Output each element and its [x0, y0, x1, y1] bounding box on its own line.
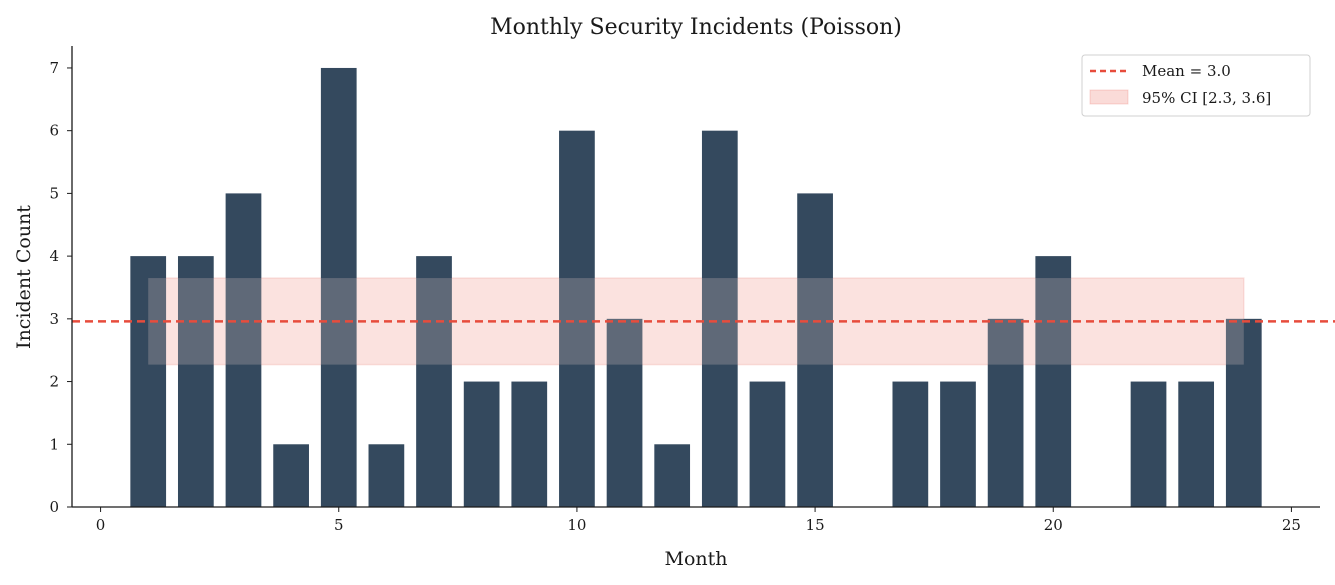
legend-ci-label: 95% CI [2.3, 3.6]	[1142, 89, 1271, 107]
legend-box	[1081, 54, 1311, 117]
y-axis-label: Incident Count	[13, 205, 35, 349]
bar-month-8	[463, 381, 500, 507]
bar-month-23	[1178, 381, 1215, 507]
y-tick-label: 2	[49, 373, 59, 391]
legend: Mean = 3.0 95% CI [2.3, 3.6]	[1081, 54, 1311, 117]
bar-month-2	[177, 256, 214, 507]
bar-month-3	[225, 193, 262, 507]
bar-month-22	[1130, 381, 1167, 507]
bar-month-17	[892, 381, 929, 507]
bar-month-15	[797, 193, 833, 507]
bar-month-12	[654, 444, 691, 507]
bar-month-24	[1225, 318, 1262, 507]
bar-month-6	[368, 444, 405, 507]
bar-month-19	[987, 318, 1024, 507]
bar-month-7	[416, 256, 452, 507]
x-tick-label: 15	[806, 516, 825, 534]
y-tick-label: 1	[49, 435, 59, 453]
bar-month-4	[273, 444, 309, 507]
x-tick-label: 10	[567, 516, 586, 534]
y-tick-label: 6	[49, 122, 59, 140]
x-tick-label: 5	[334, 516, 344, 534]
legend-mean-label: Mean = 3.0	[1142, 62, 1231, 80]
bar-month-10	[559, 130, 595, 507]
bar-month-20	[1035, 256, 1072, 507]
bar-month-9	[511, 381, 548, 507]
bars	[130, 67, 1262, 507]
bar-month-1	[130, 256, 167, 507]
x-axis-label: Month	[664, 548, 727, 570]
bar-month-18	[940, 381, 976, 507]
bar-month-5	[320, 67, 357, 507]
legend-ci-swatch	[1089, 89, 1129, 105]
bar-month-11	[606, 318, 643, 507]
bar-month-14	[749, 381, 786, 507]
x-tick-label: 25	[1282, 516, 1301, 534]
chart-title: Monthly Security Incidents (Poisson)	[490, 15, 902, 40]
bar-month-13	[701, 130, 738, 507]
y-tick-label: 7	[49, 59, 59, 77]
y-tick-label: 3	[49, 310, 59, 328]
x-tick-label: 20	[1044, 516, 1063, 534]
x-tick-label: 0	[96, 516, 106, 534]
axes: 0 5 10 15 20 25 0 1 2 3 4 5 6 7	[49, 46, 1320, 534]
y-tick-label: 0	[49, 498, 59, 516]
y-tick-label: 4	[49, 247, 59, 265]
y-tick-label: 5	[49, 184, 59, 202]
